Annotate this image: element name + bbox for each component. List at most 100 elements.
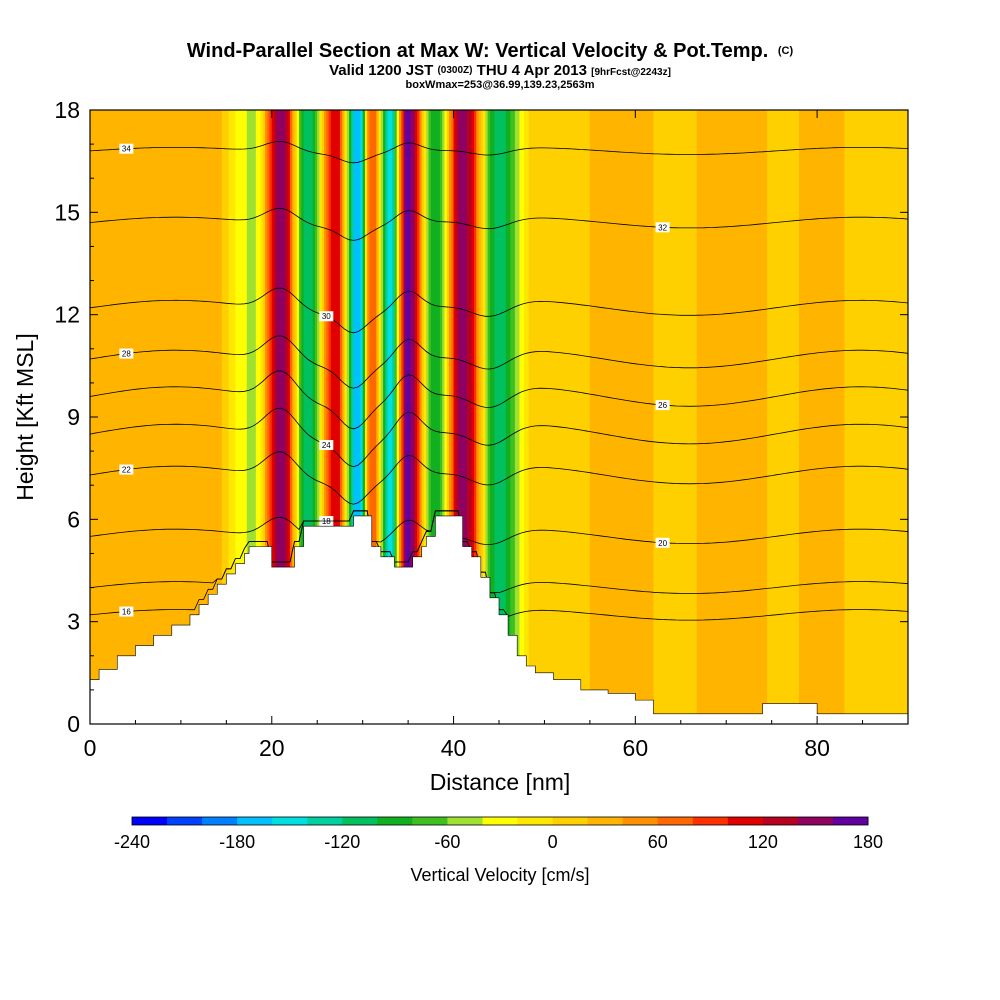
velocity-column: [785, 110, 789, 724]
velocity-column: [839, 110, 843, 724]
velocity-column: [789, 110, 793, 724]
velocity-column: [446, 110, 450, 724]
velocity-column: [608, 110, 611, 724]
theta-contour-line: [90, 287, 908, 334]
velocity-column: [673, 110, 677, 724]
velocity-column: [203, 110, 207, 724]
velocity-column: [758, 110, 761, 724]
velocity-column: [217, 110, 221, 724]
velocity-column: [480, 110, 484, 724]
theta-contour-label-bg: [319, 311, 334, 322]
velocity-column: [612, 110, 616, 724]
velocity-column: [539, 110, 543, 724]
velocity-column: [162, 110, 166, 724]
velocity-column: [437, 110, 441, 724]
velocity-column: [517, 110, 521, 724]
velocity-column: [101, 110, 105, 724]
colorbar-swatch: [342, 817, 378, 825]
theta-contour-label: 22: [122, 466, 131, 475]
velocity-column: [351, 110, 355, 724]
chart-subtitle: Valid 1200 JST (0300Z) THU 4 Apr 2013 [9…: [329, 60, 671, 79]
velocity-column: [374, 110, 377, 724]
velocity-column: [762, 110, 766, 724]
velocity-column: [380, 110, 384, 724]
velocity-column: [346, 110, 350, 724]
velocity-column: [205, 110, 209, 724]
velocity-column: [319, 110, 323, 724]
velocity-column: [376, 110, 380, 724]
theta-contour-line: [90, 451, 908, 505]
velocity-column: [585, 110, 589, 724]
velocity-column: [678, 110, 682, 724]
velocity-column: [835, 110, 839, 724]
velocity-column: [862, 110, 866, 724]
velocity-column: [792, 110, 795, 724]
colorbar-tick-label: 180: [853, 832, 883, 852]
velocity-column: [694, 110, 698, 724]
colorbar-tick-label: 0: [548, 832, 558, 852]
velocity-column: [139, 110, 143, 724]
velocity-column: [553, 110, 557, 724]
velocity-column: [212, 110, 216, 724]
velocity-column: [201, 110, 205, 724]
y-tick-label: 9: [67, 404, 80, 430]
velocity-column: [848, 110, 852, 724]
velocity-column: [483, 110, 486, 724]
velocity-column: [442, 110, 446, 724]
velocity-column: [358, 110, 361, 724]
y-tick-label: 6: [67, 506, 80, 532]
colorbar-swatch: [482, 817, 519, 825]
velocity-column: [646, 110, 650, 724]
colorbar-tick-label: -180: [219, 832, 255, 852]
velocity-column: [228, 110, 232, 724]
velocity-column: [433, 110, 436, 724]
theta-contour-label-bg: [655, 222, 670, 233]
velocity-column: [287, 110, 291, 724]
colorbar-swatch: [657, 817, 694, 825]
velocity-column: [753, 110, 757, 724]
velocity-column: [760, 110, 764, 724]
velocity-column: [337, 110, 341, 724]
velocity-column: [417, 110, 421, 724]
velocity-column: [637, 110, 641, 724]
velocity-column: [714, 110, 718, 724]
colorbar-swatch: [307, 817, 343, 825]
velocity-column: [453, 110, 457, 724]
velocity-column: [299, 110, 302, 724]
velocity-column: [280, 110, 284, 724]
velocity-column: [169, 110, 173, 724]
velocity-column: [292, 110, 296, 724]
velocity-column: [221, 110, 225, 724]
velocity-column: [892, 110, 895, 724]
velocity-column: [464, 110, 468, 724]
velocity-column: [569, 110, 573, 724]
velocity-column: [626, 110, 630, 724]
velocity-column: [546, 110, 550, 724]
theta-contour-label: 16: [122, 608, 131, 617]
colorbar-tick-label: 60: [648, 832, 668, 852]
velocity-column: [489, 110, 493, 724]
theta-contour-label-bg: [119, 143, 134, 154]
theta-contour-label: 28: [122, 350, 131, 359]
velocity-column: [605, 110, 609, 724]
theta-contour-line: [90, 140, 908, 164]
velocity-column: [124, 110, 127, 724]
velocity-column: [153, 110, 157, 724]
velocity-column: [648, 110, 652, 724]
colorbar-swatch: [762, 817, 799, 825]
velocity-column: [596, 110, 600, 724]
velocity-column: [808, 110, 811, 724]
colorbar-tick-label: 120: [748, 832, 778, 852]
velocity-column: [501, 110, 505, 724]
velocity-column: [396, 110, 400, 724]
velocity-column: [533, 110, 536, 724]
velocity-column: [326, 110, 330, 724]
velocity-column: [858, 110, 861, 724]
velocity-column: [717, 110, 721, 724]
theta-contour-label-bg: [655, 400, 670, 411]
velocity-column: [560, 110, 564, 724]
velocity-column: [635, 110, 639, 724]
velocity-column: [701, 110, 705, 724]
velocity-column: [776, 110, 780, 724]
